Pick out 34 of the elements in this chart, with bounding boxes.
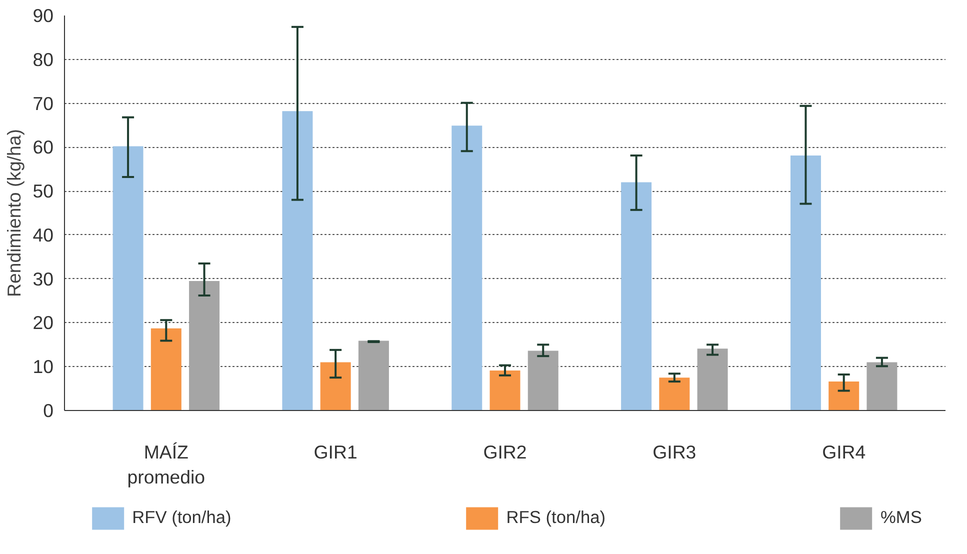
bar <box>320 362 351 410</box>
x-tick-label: GIR4 <box>822 442 866 462</box>
bar <box>866 362 898 410</box>
y-tick-label: 30 <box>32 268 54 290</box>
bar <box>621 182 652 410</box>
y-tick-label: 50 <box>32 180 54 202</box>
x-tick-label: GIR3 <box>652 442 696 462</box>
bar <box>150 328 182 410</box>
bar <box>659 378 690 410</box>
bar <box>490 370 520 410</box>
y-tick-label: 0 <box>43 400 54 421</box>
x-tick-label: GIR1 <box>314 442 358 462</box>
y-tick-label: 80 <box>32 48 54 70</box>
y-tick-label: 70 <box>32 92 54 114</box>
y-tick-label: 60 <box>32 136 54 158</box>
legend-label: RFS (ton/ha) <box>506 507 606 528</box>
bar <box>112 146 144 410</box>
bar <box>452 126 482 410</box>
bar <box>189 281 220 410</box>
x-tick-label: MAÍZ promedio <box>127 442 206 488</box>
y-axis-title: Rendimiento (kg/ha) <box>4 128 25 297</box>
y-tick-label: 40 <box>32 224 54 246</box>
y-tick-label: 10 <box>32 356 54 378</box>
bar <box>528 350 558 410</box>
legend-label: %MS <box>880 507 922 528</box>
x-tick-label: GIR2 <box>483 442 527 462</box>
y-tick-label: 20 <box>32 312 54 334</box>
bar <box>697 348 728 410</box>
bar <box>358 340 389 410</box>
bar <box>282 111 313 410</box>
bar <box>828 382 860 410</box>
legend-label: RFV (ton/ha) <box>132 507 232 528</box>
y-tick-label: 90 <box>32 5 54 26</box>
bar <box>790 156 821 410</box>
